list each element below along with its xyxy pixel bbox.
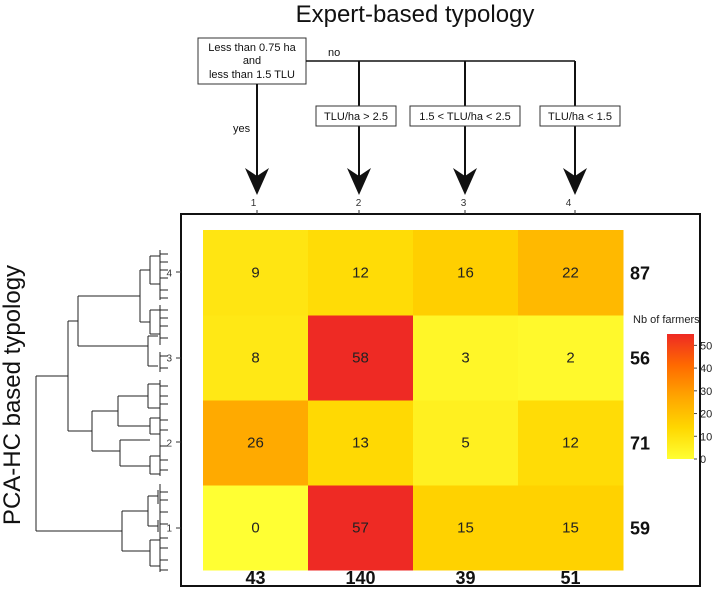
cell-value-label: 12 <box>352 265 369 282</box>
y-tick-label: 1 <box>166 524 172 535</box>
cell-value-label: 22 <box>562 265 579 282</box>
y-tick-labels: 1 2 3 4 <box>166 269 172 535</box>
legend: Nb of farmers 0 10 20 30 40 50 <box>633 314 712 466</box>
heatmap-cell <box>413 485 519 571</box>
cell-value-label: 2 <box>566 350 574 367</box>
branch-label-2: TLU/ha > 2.5 <box>324 111 388 123</box>
cell-value-label: 58 <box>352 350 369 367</box>
cell-value-label: 3 <box>461 350 469 367</box>
y-axis-title: PCA-HC based typology <box>0 265 26 525</box>
row-total-label: 71 <box>630 434 650 454</box>
root-condition-line3: less than 1.5 TLU <box>209 69 295 81</box>
cell-value-label: 26 <box>247 435 264 452</box>
no-label: no <box>328 47 340 59</box>
legend-tick-label: 30 <box>700 386 712 398</box>
heatmap-cell <box>518 230 624 316</box>
x-tick-labels: 1 2 3 4 <box>251 198 572 209</box>
legend-tick-label: 40 <box>700 363 712 375</box>
arrowhead-1 <box>245 168 269 195</box>
heatmap-cell <box>518 400 624 486</box>
yes-label: yes <box>233 123 251 135</box>
root-condition-line2: and <box>243 55 261 67</box>
y-axis-ticks <box>176 271 181 529</box>
col-total-label: 51 <box>560 568 580 588</box>
branch-box-4 <box>539 105 621 127</box>
col-total-label: 39 <box>455 568 475 588</box>
x-axis-ticks <box>256 210 576 214</box>
x-tick-label: 1 <box>251 198 257 209</box>
heatmap-cell <box>518 485 624 571</box>
cell-value-label: 8 <box>251 350 259 367</box>
col-total-label: 140 <box>345 568 375 588</box>
heatmap-cell <box>518 315 624 401</box>
legend-tick-label: 20 <box>700 409 712 421</box>
cell-value-label: 9 <box>251 265 259 282</box>
col-total-label: 43 <box>245 568 265 588</box>
x-tick-label: 4 <box>566 198 572 209</box>
col-totals: 43 140 39 51 <box>245 568 580 588</box>
row-total-label: 56 <box>630 349 650 369</box>
chart-title: Expert-based typology <box>296 1 535 28</box>
cell-value-label: 15 <box>457 520 474 537</box>
heatmap-cells <box>203 230 624 571</box>
cell-value-label: 15 <box>562 520 579 537</box>
heatmap-cell <box>413 230 519 316</box>
dendrogram <box>35 250 168 572</box>
cell-value-label: 57 <box>352 520 369 537</box>
arrowhead-4 <box>563 168 587 195</box>
heatmap-cell <box>203 315 309 401</box>
branch-box-3 <box>409 105 521 127</box>
legend-ticks: 0 10 20 30 40 50 <box>694 340 712 466</box>
row-totals: 59 71 56 87 <box>630 264 650 539</box>
y-tick-label: 4 <box>166 269 172 280</box>
branch-box-2 <box>315 105 397 127</box>
legend-tick-label: 0 <box>700 454 706 466</box>
y-tick-label: 3 <box>166 354 172 365</box>
cell-value-label: 12 <box>562 435 579 452</box>
heatmap-cell <box>203 400 309 486</box>
legend-tick-label: 10 <box>700 431 712 443</box>
cell-value-label: 5 <box>461 435 469 452</box>
row-total-label: 59 <box>630 519 650 539</box>
legend-tick-label: 50 <box>700 340 712 352</box>
legend-colorbar <box>667 334 694 459</box>
row-total-label: 87 <box>630 264 650 284</box>
heatmap-cell <box>308 230 414 316</box>
x-tick-label: 2 <box>356 198 362 209</box>
heatmap-cell-labels: 0 57 15 15 26 13 5 12 8 58 3 2 9 12 16 22 <box>247 265 579 537</box>
cell-value-label: 13 <box>352 435 369 452</box>
heatmap-cell <box>203 230 309 316</box>
cell-value-label: 0 <box>251 520 259 537</box>
arrowhead-2 <box>347 168 371 195</box>
heatmap-cell <box>413 400 519 486</box>
heatmap-cell <box>308 315 414 401</box>
cell-value-label: 16 <box>457 265 474 282</box>
heatmap-cell <box>203 485 309 571</box>
heatmap-cell <box>308 400 414 486</box>
heatmap-cell <box>308 485 414 571</box>
legend-title: Nb of farmers <box>633 314 700 326</box>
arrowhead-3 <box>453 168 477 195</box>
x-tick-label: 3 <box>461 198 467 209</box>
decision-tree: Less than 0.75 ha and less than 1.5 TLU … <box>197 37 621 195</box>
root-condition-box <box>197 37 307 85</box>
heatmap-cell <box>413 315 519 401</box>
y-tick-label: 2 <box>166 439 172 450</box>
root-condition-line1: Less than 0.75 ha <box>208 42 296 54</box>
branch-label-3: 1.5 < TLU/ha < 2.5 <box>419 111 511 123</box>
branch-label-4: TLU/ha < 1.5 <box>548 111 612 123</box>
